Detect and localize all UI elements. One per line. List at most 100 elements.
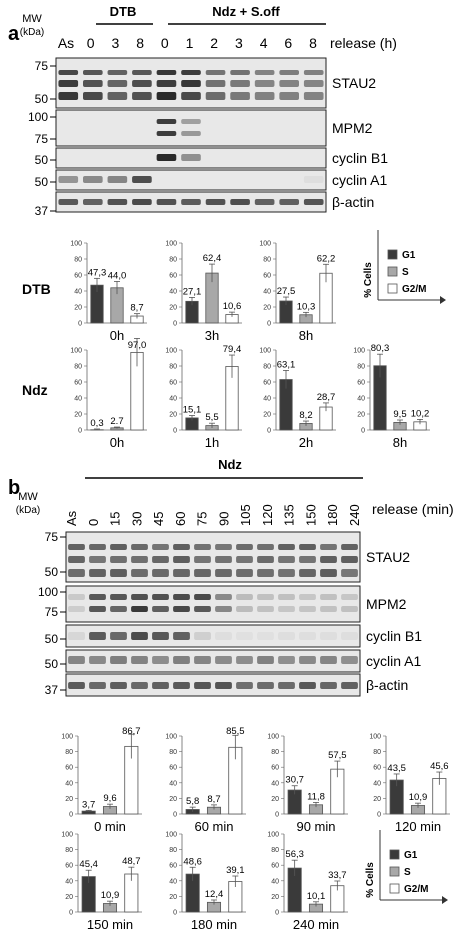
data-label: 39,1 <box>226 865 245 876</box>
blot-band <box>83 80 103 87</box>
y-tick-label: 100 <box>267 832 279 839</box>
y-tick-label: 20 <box>169 796 177 803</box>
panel-a-group-dtb: DTB <box>110 4 137 19</box>
blot-frame <box>65 585 361 623</box>
blot-band <box>152 606 169 612</box>
data-label: 10,9 <box>101 890 120 901</box>
blot-band <box>254 199 275 205</box>
blot-band <box>257 594 274 600</box>
blot-band <box>230 70 250 75</box>
legend-arrow <box>440 296 446 304</box>
panel-a-lane-labels: As 0 3 8 0 1 2 3 4 6 8 <box>58 35 317 51</box>
y-tick-label: 80 <box>169 364 177 371</box>
blot-band <box>173 569 190 577</box>
bar-chart: 0 20 40 60 80 100 45,4 10,9 48,7 150 min <box>61 832 142 932</box>
data-label: 33,7 <box>328 870 347 881</box>
panel-b-release-label: release (min) <box>372 501 454 517</box>
legend-swatch <box>389 866 400 877</box>
blot-band <box>341 556 358 563</box>
lane-label: 105 <box>238 504 253 526</box>
blot-band <box>83 199 103 205</box>
chart-title: 240 min <box>293 917 339 932</box>
mw-marker: 50 <box>35 92 49 106</box>
blot-label: cyclin B1 <box>366 628 422 644</box>
blot-band <box>181 154 201 161</box>
blot-band <box>341 656 358 664</box>
y-tick-label: 80 <box>169 749 177 756</box>
blot-band <box>320 556 337 563</box>
data-label: 57,5 <box>328 750 347 761</box>
panel-b-blots: STAU2 75 50 MPM2 100 75 cyclin B1 50 cyclin A1 50… <box>38 530 422 697</box>
y-tick-label: 0 <box>275 812 279 819</box>
chart-title: 8h <box>299 328 313 343</box>
blot-band <box>236 656 253 664</box>
mw-marker: 50 <box>45 632 59 646</box>
y-tick-label: 60 <box>169 863 177 870</box>
blot-band <box>173 682 190 689</box>
data-label: 10,6 <box>223 301 242 312</box>
y-tick-label: 0 <box>267 321 271 328</box>
y-tick-label: 60 <box>74 380 82 387</box>
lane-label: As <box>58 35 74 51</box>
lane-label: As <box>64 510 79 526</box>
y-tick-label: 60 <box>263 380 271 387</box>
blot-band <box>230 199 250 205</box>
mw-marker: 75 <box>45 605 59 619</box>
blot-band <box>215 606 232 612</box>
blot-band <box>215 656 232 664</box>
legend-swatch <box>389 849 400 860</box>
blot-band <box>152 569 169 577</box>
y-tick-label: 0 <box>361 428 365 435</box>
y-tick-label: 80 <box>271 749 279 756</box>
blot-label: STAU2 <box>332 75 376 91</box>
y-tick-label: 100 <box>267 734 279 741</box>
y-tick-label: 20 <box>263 305 271 312</box>
panel-b-letter: b <box>8 477 20 499</box>
blot-band <box>107 92 128 100</box>
y-tick-label: 60 <box>357 380 365 387</box>
data-label: 85,5 <box>226 726 245 737</box>
blot-band <box>320 682 337 689</box>
blot-band <box>156 154 177 161</box>
lane-label: 8 <box>136 35 144 51</box>
bar-chart: 0 20 40 60 80 100 43,5 10,9 45,6 120 min <box>369 734 450 834</box>
blot-band <box>131 594 148 600</box>
legend-axis-label: % Cells <box>365 862 376 898</box>
blot-band <box>89 569 106 577</box>
blot-band <box>181 131 201 136</box>
legend-swatch <box>389 883 400 894</box>
data-label: 10,3 <box>297 301 316 312</box>
data-label: 44,0 <box>108 270 127 281</box>
data-label: 10,9 <box>409 792 428 803</box>
blot-band <box>320 606 337 612</box>
blot-band <box>131 656 148 664</box>
blot-band <box>110 656 127 664</box>
blot-band <box>110 544 127 550</box>
y-tick-label: 100 <box>369 734 381 741</box>
lane-label: 45 <box>151 512 166 526</box>
legend-item: G2/M <box>404 884 428 895</box>
blot-frame <box>55 147 327 169</box>
blot-band <box>299 594 316 600</box>
blot-band <box>278 606 295 612</box>
blot-band <box>299 569 316 577</box>
y-tick-label: 100 <box>61 832 73 839</box>
blot-band <box>156 131 177 136</box>
y-tick-label: 40 <box>373 780 381 787</box>
y-tick-label: 40 <box>263 396 271 403</box>
y-tick-label: 100 <box>70 241 82 248</box>
y-tick-label: 80 <box>169 257 177 264</box>
y-tick-label: 40 <box>169 396 177 403</box>
y-tick-label: 80 <box>74 364 82 371</box>
blot-band <box>173 632 190 640</box>
chart-title: 0h <box>110 435 124 450</box>
blot-band <box>279 199 299 205</box>
chart-title: 8h <box>393 435 407 450</box>
mw-marker: 50 <box>45 565 59 579</box>
blot-band <box>89 656 106 664</box>
blot-band <box>215 594 232 600</box>
y-tick-label: 40 <box>263 289 271 296</box>
blot-frame <box>55 109 327 147</box>
blot-label: cyclin B1 <box>332 150 388 166</box>
bar-chart: 0 20 40 60 80 100 3,7 9,6 86,7 0 min <box>61 726 142 834</box>
